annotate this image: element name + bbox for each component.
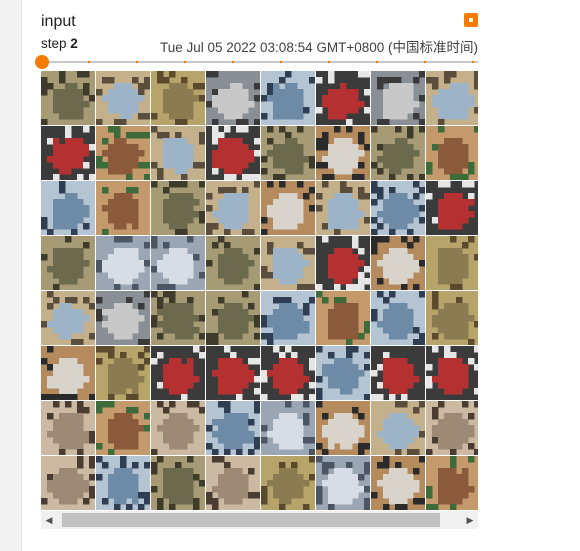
truck-thumbnail xyxy=(261,346,315,400)
deer-thumbnail xyxy=(96,346,150,400)
slider-tick xyxy=(376,61,378,63)
bird-thumbnail xyxy=(426,71,478,125)
frog-thumbnail xyxy=(41,236,95,290)
ship-thumbnail xyxy=(261,291,315,345)
truck-thumbnail xyxy=(426,346,478,400)
horse-thumbnail xyxy=(426,456,478,510)
automobile-thumbnail xyxy=(371,71,425,125)
bird-thumbnail xyxy=(96,71,150,125)
slider-tick xyxy=(88,61,90,63)
truck-thumbnail xyxy=(316,236,370,290)
cat-thumbnail xyxy=(151,401,205,455)
truck-thumbnail xyxy=(426,181,478,235)
step-value: 2 xyxy=(70,36,78,51)
slider-tick xyxy=(328,61,330,63)
ship-thumbnail xyxy=(41,181,95,235)
dog-thumbnail xyxy=(41,346,95,400)
cat-thumbnail xyxy=(426,401,478,455)
ship-thumbnail xyxy=(371,181,425,235)
left-sidebar-edge xyxy=(0,0,22,551)
expand-icon[interactable] xyxy=(464,13,478,27)
slider-tick xyxy=(136,61,138,63)
truck-thumbnail xyxy=(206,126,260,180)
frog-thumbnail xyxy=(206,236,260,290)
image-card: input step 2 Tue Jul 05 2022 03:08:54 GM… xyxy=(35,0,480,551)
automobile-thumbnail xyxy=(96,291,150,345)
wall-time: Tue Jul 05 2022 03:08:54 GMT+0800 (中国标准时… xyxy=(159,40,478,55)
image-grid xyxy=(41,71,478,511)
airplane-thumbnail xyxy=(151,236,205,290)
dog-thumbnail xyxy=(316,401,370,455)
airplane-thumbnail xyxy=(261,401,315,455)
slider-track xyxy=(40,61,478,63)
deer-thumbnail xyxy=(426,291,478,345)
ship-thumbnail xyxy=(206,401,260,455)
dog-thumbnail xyxy=(371,236,425,290)
step-row: step 2 Tue Jul 05 2022 03:08:54 GMT+0800… xyxy=(41,36,478,55)
bird-thumbnail xyxy=(371,401,425,455)
scroll-left-icon[interactable]: ◀ xyxy=(45,515,53,525)
slider-tick xyxy=(232,61,234,63)
slider-tick xyxy=(472,61,474,63)
horse-thumbnail xyxy=(96,126,150,180)
dog-thumbnail xyxy=(316,126,370,180)
step-label-group: step 2 xyxy=(41,36,78,51)
deer-thumbnail xyxy=(426,236,478,290)
ship-thumbnail xyxy=(96,456,150,510)
deer-thumbnail xyxy=(151,71,205,125)
truck-thumbnail xyxy=(316,71,370,125)
truck-thumbnail xyxy=(206,346,260,400)
slider-thumb[interactable] xyxy=(35,55,49,69)
deer-thumbnail xyxy=(261,456,315,510)
bird-thumbnail xyxy=(316,181,370,235)
frog-thumbnail xyxy=(261,126,315,180)
frog-thumbnail xyxy=(206,291,260,345)
bird-thumbnail xyxy=(151,126,205,180)
bird-thumbnail xyxy=(206,181,260,235)
dog-thumbnail xyxy=(371,456,425,510)
horse-thumbnail xyxy=(426,126,478,180)
truck-thumbnail xyxy=(151,346,205,400)
automobile-thumbnail xyxy=(206,71,260,125)
frog-thumbnail xyxy=(151,181,205,235)
horse-thumbnail xyxy=(96,181,150,235)
frog-thumbnail xyxy=(41,71,95,125)
airplane-thumbnail xyxy=(316,456,370,510)
cat-thumbnail xyxy=(206,456,260,510)
ship-thumbnail xyxy=(316,346,370,400)
image-viewport xyxy=(41,71,478,511)
slider-tick xyxy=(424,61,426,63)
slider-tick xyxy=(184,61,186,63)
frog-thumbnail xyxy=(151,291,205,345)
step-slider[interactable] xyxy=(35,55,478,69)
scroll-thumb[interactable] xyxy=(62,513,440,527)
step-label: step xyxy=(41,36,67,51)
bird-thumbnail xyxy=(41,291,95,345)
horizontal-scrollbar[interactable]: ◀ ▶ xyxy=(41,511,478,529)
horse-thumbnail xyxy=(96,401,150,455)
frog-thumbnail xyxy=(151,456,205,510)
bird-thumbnail xyxy=(261,236,315,290)
cat-thumbnail xyxy=(41,401,95,455)
scroll-right-icon[interactable]: ▶ xyxy=(466,515,474,525)
dog-thumbnail xyxy=(261,181,315,235)
card-tag-title: input xyxy=(41,13,76,30)
ship-thumbnail xyxy=(261,71,315,125)
horse-thumbnail xyxy=(316,291,370,345)
truck-thumbnail xyxy=(41,126,95,180)
ship-thumbnail xyxy=(371,291,425,345)
frog-thumbnail xyxy=(371,126,425,180)
slider-tick xyxy=(280,61,282,63)
truck-thumbnail xyxy=(371,346,425,400)
airplane-thumbnail xyxy=(96,236,150,290)
cat-thumbnail xyxy=(41,456,95,510)
